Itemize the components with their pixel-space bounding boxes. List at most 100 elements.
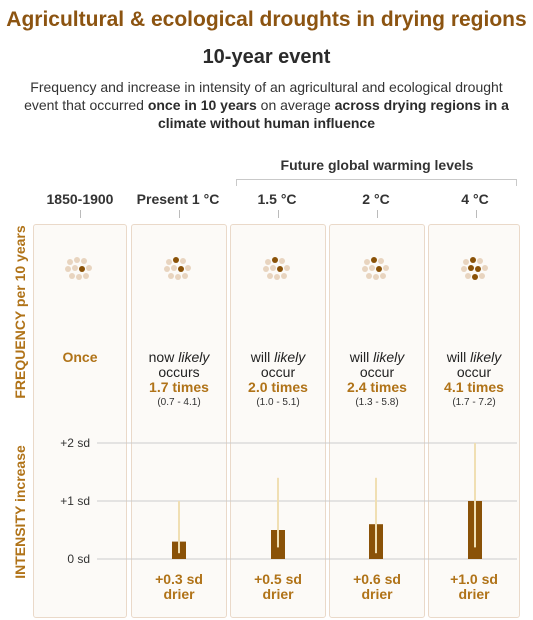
frequency-dot (83, 273, 89, 279)
column-tick (179, 210, 180, 218)
intensity-change-value: +0.6 sd (353, 571, 401, 587)
frequency-dot (182, 273, 188, 279)
chart-subtitle: 10-year event (202, 46, 331, 68)
frequency-dot (168, 273, 174, 279)
y-tick-label: +2 sd (60, 436, 90, 450)
frequency-range: (1.7 - 7.2) (452, 397, 496, 408)
frequency-dot-filled (468, 265, 474, 271)
column-panel-1850-1900 (33, 224, 127, 618)
frequency-dot (180, 258, 186, 264)
frequency-dot (69, 273, 75, 279)
frequency-likely: likely (178, 349, 210, 365)
frequency-dot-filled (173, 257, 179, 263)
frequency-dot (373, 274, 379, 280)
intensity-change-value: +0.5 sd (254, 571, 302, 587)
frequency-dot-filled (470, 257, 476, 263)
description-bold-2: across drying regions in a climate witho… (157, 97, 509, 131)
description-text-2: on average (256, 97, 335, 113)
frequency-dot (67, 259, 73, 265)
frequency-dots-4c (461, 257, 488, 280)
frequency-likely: likely (470, 349, 502, 365)
frequency-dot (274, 274, 280, 280)
frequency-dot (72, 265, 78, 271)
intensity-change-unit: drier (262, 586, 294, 602)
frequency-statement: will likely (327, 350, 427, 365)
frequency-prefix: now (148, 349, 175, 365)
frequency-dot-filled (475, 266, 481, 272)
frequency-dot (166, 259, 172, 265)
intensity-change-2c: +0.6 sd drier (327, 572, 427, 602)
y-tick-label: 0 sd (67, 552, 90, 566)
column-header-present: Present 1 °C (136, 191, 220, 207)
frequency-dot (76, 274, 82, 280)
frequency-dots-1850-1900 (65, 257, 92, 280)
column-tick (80, 210, 81, 218)
frequency-prefix: will (250, 349, 271, 365)
y-tick-label: +1 sd (60, 494, 90, 508)
frequency-text-1-5c: will likely occur 2.0 times (1.0 - 5.1) (228, 350, 328, 410)
frequency-dot (281, 273, 287, 279)
frequency-dot (263, 266, 269, 272)
frequency-value: 2.4 times (347, 379, 407, 395)
frequency-dot (284, 265, 290, 271)
frequency-range: (1.3 - 5.8) (355, 397, 399, 408)
frequency-dot (65, 266, 71, 272)
frequency-dot (265, 259, 271, 265)
intensity-change-4c: +1.0 sd drier (424, 572, 524, 602)
frequency-verb: occurs (158, 364, 200, 380)
frequency-dot (463, 259, 469, 265)
frequency-dot (267, 273, 273, 279)
future-warming-label: Future global warming levels (280, 157, 474, 173)
frequency-dot (279, 258, 285, 264)
intensity-change-1-5c: +0.5 sd drier (228, 572, 328, 602)
frequency-text-4c: will likely occur 4.1 times (1.7 - 7.2) (424, 350, 524, 410)
intensity-change-value: +1.0 sd (450, 571, 498, 587)
frequency-dot (383, 265, 389, 271)
frequency-verb: occur (260, 364, 296, 380)
frequency-value: 2.0 times (248, 379, 308, 395)
description-text-1: Frequency and increase in intensity of a… (24, 79, 503, 113)
frequency-dot (164, 266, 170, 272)
frequency-dot (380, 273, 386, 279)
frequency-dot (74, 257, 80, 263)
frequency-range: (1.0 - 5.1) (256, 397, 300, 408)
frequency-dot-filled (272, 257, 278, 263)
frequency-verb: occur (359, 364, 395, 380)
intensity-change-unit: drier (163, 586, 195, 602)
frequency-dots-present (164, 257, 191, 280)
frequency-dot (378, 258, 384, 264)
frequency-dot (366, 273, 372, 279)
frequency-dot (270, 265, 276, 271)
frequency-dot (364, 259, 370, 265)
frequency-dot-filled (277, 266, 283, 272)
frequency-dot (477, 258, 483, 264)
frequency-dot-filled (79, 266, 85, 272)
frequency-likely: likely (274, 349, 306, 365)
intensity-change-unit: drier (361, 586, 393, 602)
column-header-4c: 4 °C (461, 191, 489, 207)
frequency-prefix: will (349, 349, 370, 365)
column-header-1-5c: 1.5 °C (257, 191, 297, 207)
frequency-verb: occur (456, 364, 492, 380)
column-tick (476, 210, 477, 218)
frequency-dot (175, 274, 181, 280)
frequency-value: 4.1 times (444, 379, 504, 395)
frequency-statement: now likely (129, 350, 229, 365)
frequency-dots-2c (362, 257, 389, 280)
frequency-likely: likely (373, 349, 405, 365)
chart-description: Frequency and increase in intensity of a… (20, 78, 513, 132)
intensity-change-present: +0.3 sd drier (129, 572, 229, 602)
frequency-dot (81, 258, 87, 264)
frequency-dot-filled (371, 257, 377, 263)
frequency-dot (171, 265, 177, 271)
column-tick (278, 210, 279, 218)
frequency-dot (461, 266, 467, 272)
frequency-text-2c: will likely occur 2.4 times (1.3 - 5.8) (327, 350, 427, 410)
intensity-change-unit: drier (458, 586, 490, 602)
column-header-2c: 2 °C (362, 191, 390, 207)
frequency-prefix: will (446, 349, 467, 365)
frequency-statement: will likely (424, 350, 524, 365)
chart-title: Agricultural & ecological droughts in dr… (6, 8, 527, 31)
column-header-1850-1900: 1850-1900 (46, 191, 114, 207)
frequency-dot (465, 273, 471, 279)
